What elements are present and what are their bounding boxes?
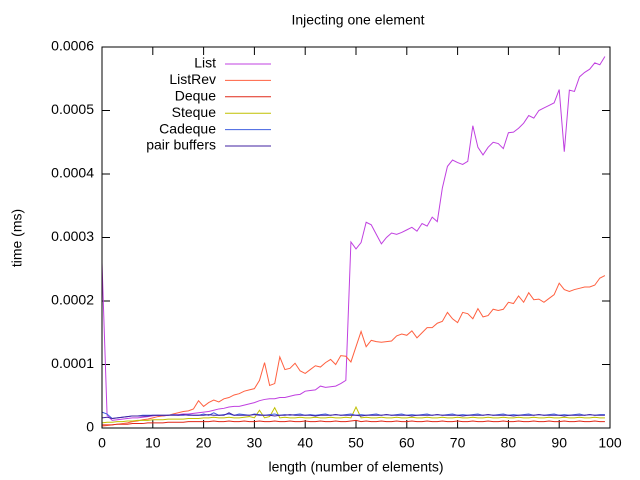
x-tick-label: 10 <box>145 435 161 451</box>
x-tick-label: 30 <box>247 435 263 451</box>
x-tick-label: 60 <box>399 435 415 451</box>
y-tick-label: 0 <box>86 419 94 435</box>
series-line <box>101 412 605 419</box>
x-tick-label: 0 <box>98 435 106 451</box>
y-axis-label: time (ms) <box>9 209 25 267</box>
legend-label: ListRev <box>169 71 216 87</box>
legend-label: Steque <box>172 104 217 120</box>
series-line <box>101 405 605 424</box>
y-tick-label: 0.0002 <box>51 292 94 308</box>
x-tick-label: 100 <box>598 435 622 451</box>
y-tick-label: 0.0001 <box>51 355 94 371</box>
y-tick-label: 0.0005 <box>51 101 94 117</box>
y-tick-label: 0.0004 <box>51 165 94 181</box>
x-tick-label: 40 <box>297 435 313 451</box>
x-axis-label: length (number of elements) <box>268 459 443 475</box>
legend-label: Deque <box>175 88 216 104</box>
x-tick-label: 70 <box>450 435 466 451</box>
x-tick-label: 20 <box>196 435 212 451</box>
y-tick-label: 0.0003 <box>51 228 94 244</box>
chart-title: Injecting one element <box>291 12 424 28</box>
legend-label: pair buffers <box>146 137 216 153</box>
series-line <box>102 419 605 426</box>
series-line <box>101 275 606 427</box>
x-tick-label: 50 <box>348 435 364 451</box>
plot-border <box>101 46 611 429</box>
x-tick-label: 80 <box>501 435 517 451</box>
x-tick-label: 90 <box>551 435 567 451</box>
legend-label: List <box>194 55 216 71</box>
legend-label: Cadeque <box>159 120 216 136</box>
y-tick-label: 0.0006 <box>51 38 94 54</box>
series-line <box>101 56 606 421</box>
